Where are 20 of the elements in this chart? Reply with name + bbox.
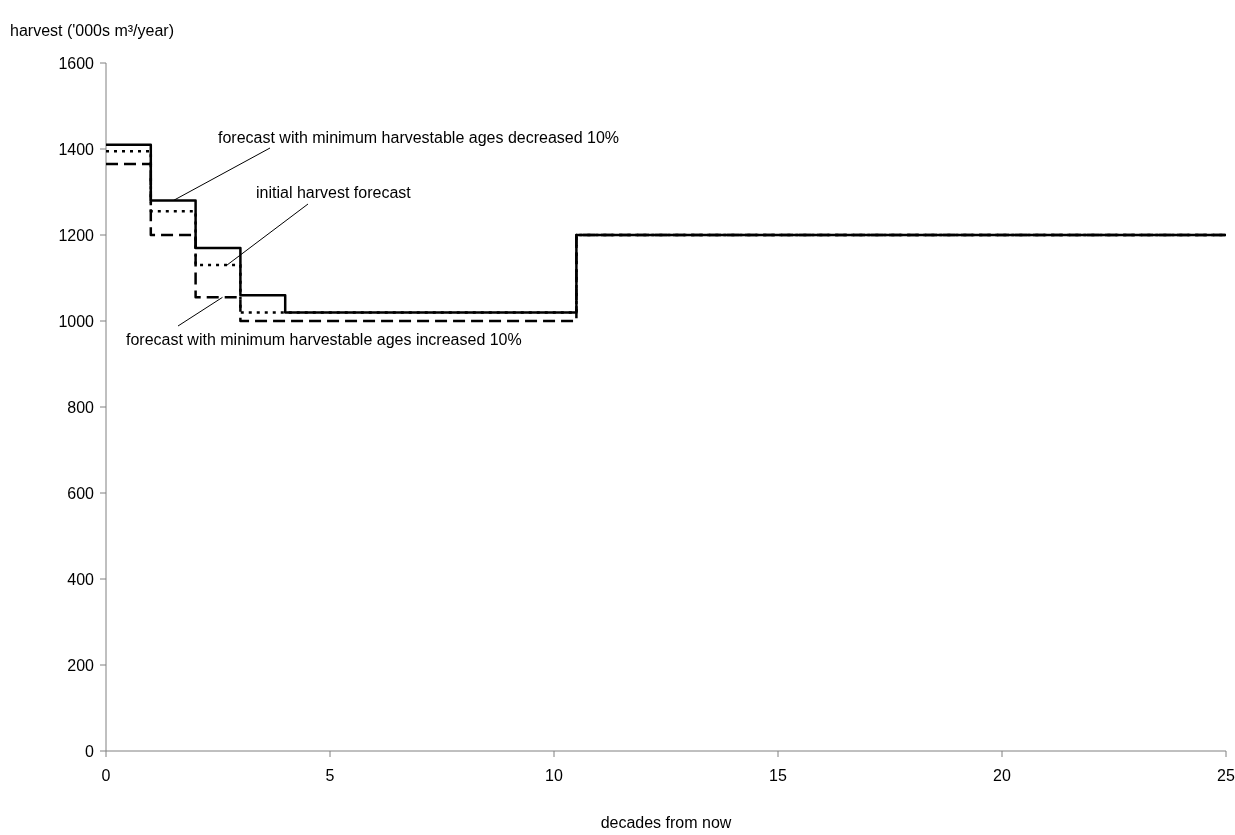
x-tick-label: 10 [545, 767, 563, 784]
x-tick-label: 15 [769, 767, 787, 784]
annotation: forecast with minimum harvestable ages decreased 10% [218, 129, 620, 146]
x-tick-label: 5 [325, 767, 335, 784]
annotation: initial harvest forecast [256, 184, 412, 201]
annotation: forecast with minimum harvestable ages increased 10% [126, 331, 522, 348]
y-tick-label: 1600 [58, 54, 95, 72]
x-tick-label: 20 [993, 767, 1011, 784]
x-tick-label: 25 [1217, 767, 1235, 784]
y-tick-label: 1000 [58, 312, 95, 330]
y-tick-label: 600 [67, 484, 95, 502]
y-axis-title: harvest ('000s m³/year) [10, 22, 174, 39]
y-tick-label: 1400 [58, 140, 95, 158]
y-tick-label: 800 [67, 398, 95, 416]
y-tick-label: 200 [67, 656, 95, 674]
y-tick-label: 0 [85, 742, 95, 760]
y-tick-label: 400 [67, 570, 95, 588]
x-tick-label: 0 [101, 767, 111, 784]
x-axis-title: decades from now [600, 814, 732, 831]
y-tick-label: 1200 [58, 226, 95, 244]
